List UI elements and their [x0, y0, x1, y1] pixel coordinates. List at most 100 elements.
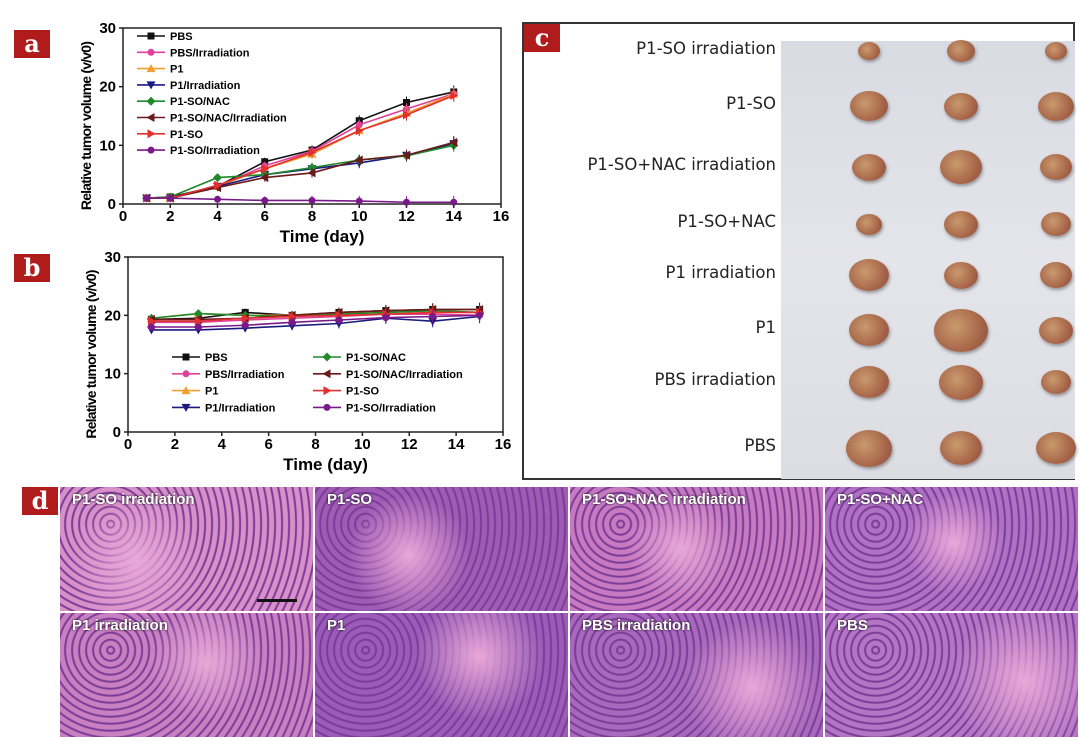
data-point	[166, 194, 174, 202]
series-line	[146, 94, 455, 199]
tumor-row-label: PBS	[744, 436, 776, 455]
data-point	[429, 313, 437, 320]
legend-label: P1/Irradiation	[205, 402, 276, 414]
data-point	[214, 180, 222, 190]
x-tick-label: 0	[124, 436, 132, 453]
legend-marker	[322, 369, 331, 379]
legend-marker	[146, 81, 156, 90]
x-tick-label: 16	[493, 208, 510, 225]
histology-tile: P1-SO+NAC irradiation	[570, 487, 823, 611]
panel-label-c: c	[524, 24, 560, 52]
chart-a: 0 2 4 6 8 10 12 14 16 0 10 20 30 Time (day) Relative t…	[78, 20, 510, 246]
tumor-photo-panel: c P1-SO irradiation P1-SO P1-SO+NAC irradi…	[522, 22, 1076, 480]
series-line	[151, 311, 480, 322]
tumor-row-label: P1	[755, 318, 776, 337]
legend-marker	[322, 352, 332, 362]
legend-label: PBS/Irradiation	[170, 47, 250, 59]
legend-marker	[146, 96, 156, 106]
histology-tile: P1 irradiation	[60, 613, 313, 737]
tumor-specimen	[1040, 262, 1072, 288]
tumor-specimen	[940, 150, 982, 184]
legend-label: P1-SO/NAC/Irradiation	[170, 113, 287, 125]
data-point	[335, 316, 343, 324]
x-axis-label: Time (day)	[283, 455, 368, 474]
legend-label: P1	[205, 386, 218, 398]
x-tick-label: 14	[445, 208, 462, 225]
x-tick-label: 12	[398, 208, 415, 225]
panel-label-b: b	[14, 254, 50, 282]
data-point	[355, 197, 363, 205]
legend-label: PBS/Irradiation	[205, 369, 285, 381]
legend-marker	[147, 129, 156, 139]
legend-label: PBS	[170, 31, 193, 43]
data-point	[147, 316, 156, 326]
y-tick-label: 10	[104, 366, 121, 383]
tumor-specimen	[852, 153, 886, 181]
histology-label: P1-SO	[327, 491, 373, 508]
legend-marker	[182, 370, 190, 378]
legend-label: P1-SO	[170, 129, 203, 141]
data-point	[449, 137, 458, 147]
histology-tile: P1-SO	[315, 487, 568, 611]
histology-label: PBS	[837, 617, 868, 634]
x-tick-label: 2	[171, 436, 179, 453]
data-point	[308, 196, 316, 204]
legend-marker	[182, 353, 190, 361]
tumor-specimen	[944, 92, 978, 120]
legend-marker	[146, 113, 155, 122]
x-tick-label: 10	[354, 436, 371, 453]
tumor-specimen	[939, 364, 983, 400]
y-tick-label: 0	[108, 196, 116, 213]
tumor-specimen	[849, 366, 889, 398]
legend-marker	[323, 386, 332, 396]
data-point	[307, 168, 316, 178]
histology-tile: PBS	[825, 613, 1078, 737]
legend-label: PBS	[205, 352, 228, 364]
legend-marker	[181, 403, 191, 412]
data-point	[241, 321, 249, 329]
panel-label-a: a	[14, 30, 50, 58]
y-tick-label: 20	[104, 307, 121, 324]
x-tick-label: 0	[119, 208, 127, 225]
tumor-specimen	[849, 314, 889, 346]
data-point	[355, 126, 364, 136]
tumor-specimen	[1040, 154, 1072, 180]
x-tick-label: 14	[448, 436, 465, 453]
tumor-specimen	[849, 259, 889, 291]
data-point	[288, 312, 297, 321]
legend-marker	[147, 146, 155, 154]
histology-panel: P1-SO irradiation P1-SO P1-SO+NAC irradiat…	[60, 487, 1080, 737]
data-point	[194, 316, 203, 326]
data-point	[241, 313, 250, 323]
data-point	[382, 314, 390, 322]
series-line	[151, 315, 480, 331]
y-tick-label: 30	[99, 20, 116, 37]
legend-marker	[323, 403, 331, 411]
data-point	[214, 195, 221, 203]
histology-tile: P1	[315, 613, 568, 737]
data-point	[143, 194, 151, 202]
legend-label: P1-SO/Irradiation	[346, 402, 436, 414]
x-tick-label: 16	[495, 436, 512, 453]
scale-bar	[257, 599, 297, 602]
y-tick-label: 0	[113, 424, 121, 441]
data-point	[213, 173, 222, 183]
series-p1-so-irradiation	[147, 308, 484, 331]
data-point	[193, 309, 203, 319]
data-point	[260, 173, 269, 183]
series-line	[151, 308, 480, 321]
tumor-row-label: P1-SO irradiation	[636, 39, 776, 58]
y-tick-label: 10	[99, 137, 116, 154]
tumor-row-label: P1-SO+NAC	[677, 212, 776, 231]
panel-label-d: d	[22, 487, 58, 515]
legend-label: P1-SO/NAC	[346, 352, 406, 364]
chart-b: 0 2 4 6 8 10 12 14 16 0 10 20 30 Time (day) Relative t…	[83, 249, 512, 474]
x-tick-label: 2	[166, 208, 174, 225]
x-tick-label: 4	[218, 436, 227, 453]
tumor-specimen	[1041, 370, 1071, 394]
histology-tile: PBS irradiation	[570, 613, 823, 737]
tumor-row-label: P1 irradiation	[665, 263, 776, 282]
data-point	[308, 147, 317, 157]
legend-label: P1-SO/NAC/Irradiation	[346, 369, 463, 381]
series-p1-so-irradiation	[143, 194, 458, 206]
